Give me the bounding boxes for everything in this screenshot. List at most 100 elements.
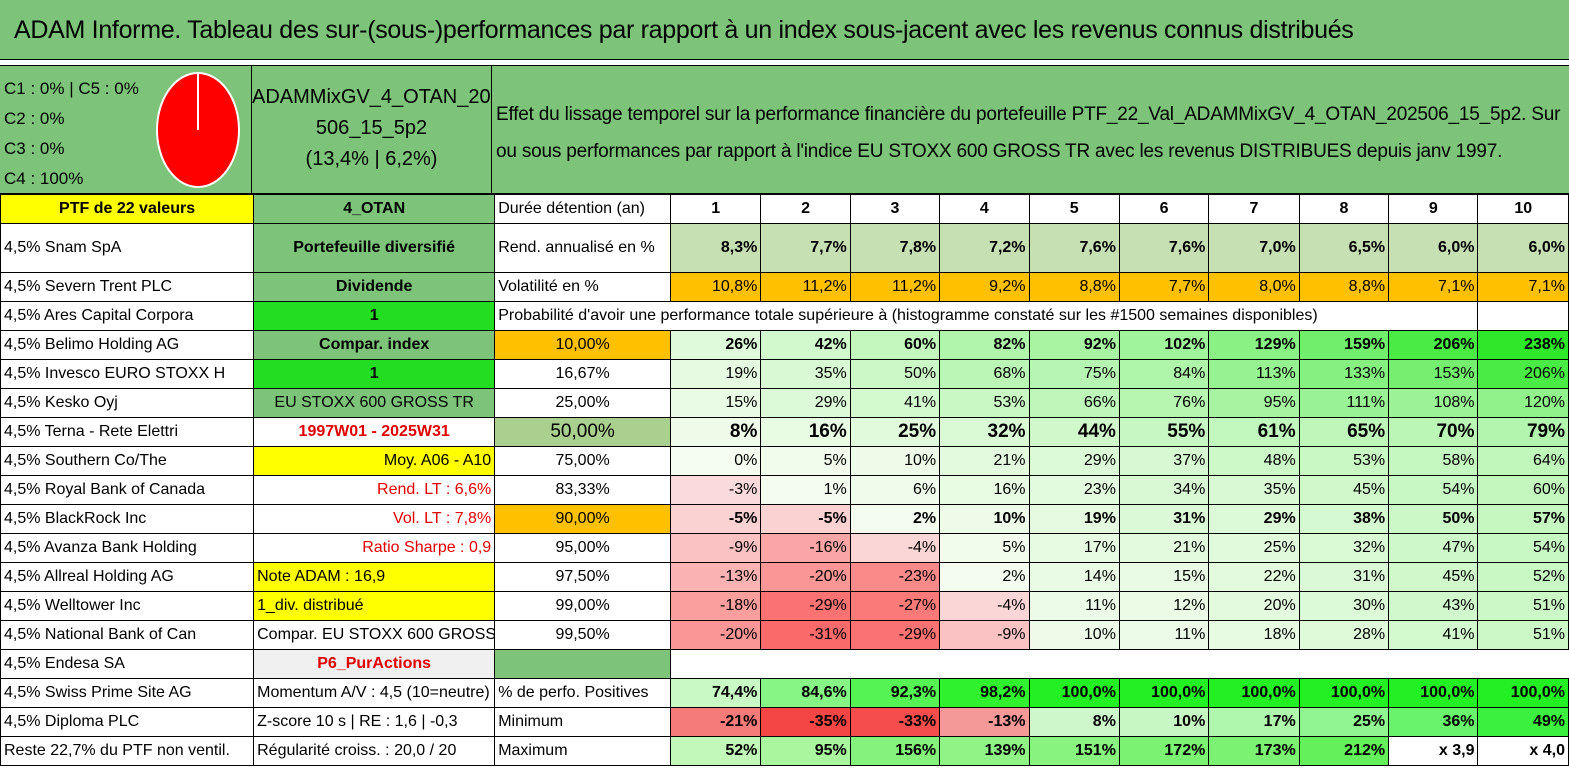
probability-value: 51% bbox=[1477, 591, 1569, 621]
probability-value: 37% bbox=[1118, 446, 1210, 476]
probability-value: 54% bbox=[1388, 475, 1479, 505]
return-value: 7,6% bbox=[1028, 223, 1120, 273]
table-row: 4,5% BlackRock Inc Vol. LT : 7,8% 90,00% -5… bbox=[0, 504, 1569, 534]
threshold-label: 75,00% bbox=[494, 446, 671, 476]
table-row: 4,5% Ares Capital Corpora 1 Probabilité d'… bbox=[0, 301, 1569, 331]
probability-value: 50% bbox=[849, 359, 941, 389]
probability-value: 44% bbox=[1028, 417, 1120, 447]
holding-label: 4,5% Ares Capital Corpora bbox=[0, 301, 255, 331]
probability-value: 11% bbox=[1028, 591, 1120, 621]
holding-label: 4,5% BlackRock Inc bbox=[0, 504, 255, 534]
parameter-cell: P6_PurActions bbox=[253, 649, 496, 679]
probability-value: 30% bbox=[1298, 591, 1390, 621]
probability-value: 19% bbox=[1028, 504, 1120, 534]
probability-value: 133% bbox=[1298, 359, 1390, 389]
probability-value: 75% bbox=[1028, 359, 1120, 389]
portfolio-name-line: ADAMMixGV_4_OTAN_202 bbox=[252, 86, 502, 108]
probability-value: 53% bbox=[1298, 446, 1390, 476]
positive-perf-value: 100,0% bbox=[1298, 678, 1390, 708]
probability-value: 5% bbox=[760, 446, 851, 476]
portfolio-name-line: 506_15_5p2 bbox=[315, 117, 428, 139]
portfolio-perf: (13,4% | 6,2%) bbox=[305, 148, 438, 170]
holding-label: 4,5% National Bank of Can bbox=[0, 620, 255, 650]
probability-value: 206% bbox=[1477, 359, 1569, 389]
probability-value: 15% bbox=[1118, 562, 1210, 592]
probability-value: -3% bbox=[669, 475, 762, 505]
minimum-value: 25% bbox=[1298, 707, 1390, 737]
minimum-value: 36% bbox=[1388, 707, 1479, 737]
table-row: 4,5% Diploma PLC Z-score 10 s | RE : 1,6 … bbox=[0, 707, 1569, 737]
table-row: 4,5% Allreal Holding AG Note ADAM : 16,9 9… bbox=[0, 562, 1569, 592]
probability-value: -20% bbox=[760, 562, 851, 592]
probability-value: 108% bbox=[1388, 388, 1479, 418]
threshold-label: 16,67% bbox=[494, 359, 671, 389]
parameter-cell: Vol. LT : 7,8% bbox=[253, 504, 496, 534]
probability-value: 38% bbox=[1298, 504, 1390, 534]
probability-value: -31% bbox=[760, 620, 851, 650]
maximum-value: 52% bbox=[669, 736, 762, 766]
row-label: Volatilité en % bbox=[494, 272, 671, 302]
parameter-cell: Portefeuille diversifié bbox=[253, 223, 496, 273]
volatility-value: 10,8% bbox=[669, 272, 762, 302]
threshold-label: 50,00% bbox=[494, 417, 671, 447]
threshold-label: 99,50% bbox=[494, 620, 671, 650]
probability-value: 43% bbox=[1388, 591, 1479, 621]
row-label: Rend. annualisé en % bbox=[494, 223, 671, 273]
probability-value: 92% bbox=[1028, 330, 1120, 360]
allocation-panel: C1 : 0% | C5 : 0% C2 : 0% C3 : 0% C4 : 1… bbox=[0, 66, 252, 194]
year-header: 4 bbox=[939, 194, 1030, 224]
probability-value: 21% bbox=[939, 446, 1030, 476]
probability-value: 60% bbox=[1477, 475, 1569, 505]
probability-value: 76% bbox=[1118, 388, 1210, 418]
table-row: 4,5% National Bank of Can Compar. EU STOX… bbox=[0, 620, 1569, 650]
table-row: 4,5% Swiss Prime Site AG Momentum A/V : 4… bbox=[0, 678, 1569, 708]
return-value: 6,0% bbox=[1477, 223, 1569, 273]
holding-label: 4,5% Diploma PLC bbox=[0, 707, 255, 737]
probability-value: 14% bbox=[1028, 562, 1120, 592]
probability-value: 64% bbox=[1477, 446, 1569, 476]
probability-value: 23% bbox=[1028, 475, 1120, 505]
table-row: 4,5% Royal Bank of Canada Rend. LT : 6,6%… bbox=[0, 475, 1569, 505]
table-row: 4,5% Severn Trent PLC Dividende Volatilité… bbox=[0, 272, 1569, 302]
holding-label: 4,5% Invesco EURO STOXX H bbox=[0, 359, 255, 389]
parameter-cell: Rend. LT : 6,6% bbox=[253, 475, 496, 505]
probability-value: -9% bbox=[939, 620, 1030, 650]
year-header: 8 bbox=[1298, 194, 1390, 224]
probability-value: 95% bbox=[1208, 388, 1300, 418]
row-label: Minimum bbox=[494, 707, 671, 737]
probability-value: -20% bbox=[669, 620, 762, 650]
probability-value: 12% bbox=[1118, 591, 1210, 621]
probability-value: 79% bbox=[1477, 417, 1569, 447]
maximum-value: 156% bbox=[849, 736, 941, 766]
description-line: ou sous performances par rapport à l'ind… bbox=[496, 141, 1503, 162]
table-row: 4,5% Belimo Holding AG Compar. index 10,00… bbox=[0, 330, 1569, 360]
parameter-cell: Momentum A/V : 4,5 (10=neutre) bbox=[253, 678, 496, 708]
year-header: 3 bbox=[849, 194, 941, 224]
probability-value: 52% bbox=[1477, 562, 1569, 592]
probability-value: 5% bbox=[939, 533, 1030, 563]
probability-value: 25% bbox=[1208, 533, 1300, 563]
year-header: 2 bbox=[760, 194, 851, 224]
probability-value: 29% bbox=[760, 388, 851, 418]
holding-label: 4,5% Terna - Rete Elettri bbox=[0, 417, 255, 447]
probability-value: 45% bbox=[1298, 475, 1390, 505]
table-row: Reste 22,7% du PTF non ventil. Régularité… bbox=[0, 736, 1569, 766]
probability-value: 113% bbox=[1208, 359, 1300, 389]
probability-value: 10% bbox=[1028, 620, 1120, 650]
volatility-value: 7,1% bbox=[1477, 272, 1569, 302]
probability-value: 16% bbox=[760, 417, 851, 447]
probability-value: -4% bbox=[849, 533, 941, 563]
probability-value: 68% bbox=[939, 359, 1030, 389]
probability-value: 2% bbox=[939, 562, 1030, 592]
parameter-cell: Ratio Sharpe : 0,9 bbox=[253, 533, 496, 563]
probability-value: 60% bbox=[849, 330, 941, 360]
positive-perf-value: 74,4% bbox=[669, 678, 762, 708]
empty-cell bbox=[670, 650, 1568, 679]
probability-value: 54% bbox=[1477, 533, 1569, 563]
positive-perf-value: 100,0% bbox=[1477, 678, 1569, 708]
probability-value: 25% bbox=[849, 417, 941, 447]
parameter-cell: Compar. EU STOXX 600 GROSS TR bbox=[253, 620, 496, 650]
table-row: 4,5% Snam SpA Portefeuille diversifié Rend… bbox=[0, 223, 1569, 273]
maximum-value: 173% bbox=[1208, 736, 1300, 766]
parameter-cell: 1_div. distribué bbox=[253, 591, 496, 621]
